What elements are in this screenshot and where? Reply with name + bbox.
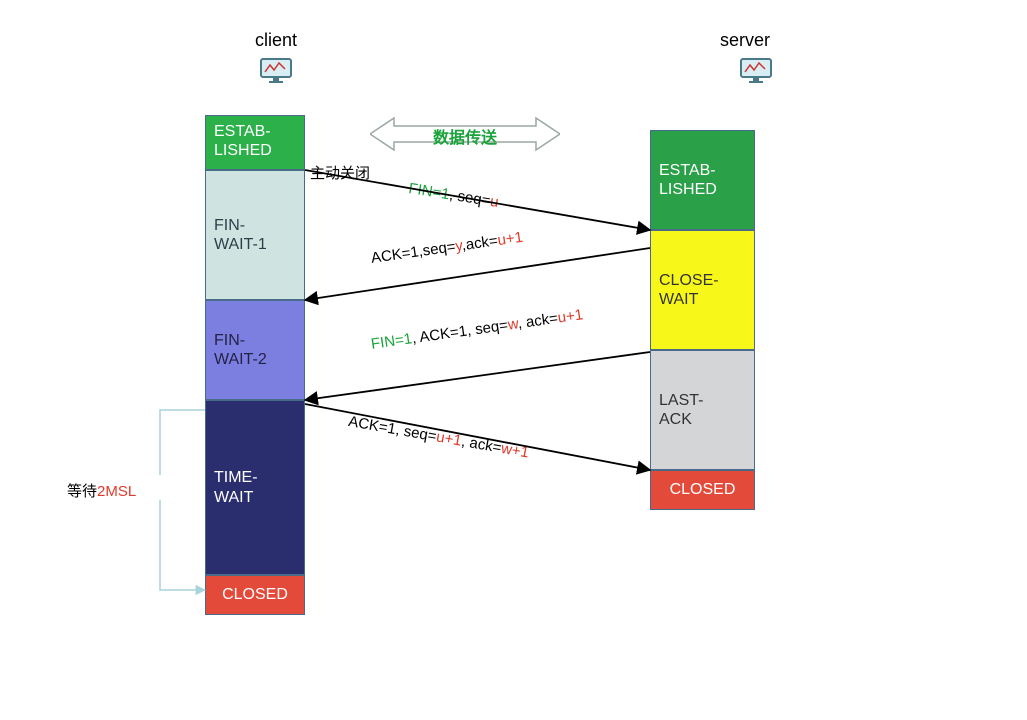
wait-bracket-bottom — [160, 500, 205, 590]
arrow-label-ack1: ACK=1,seq=y,ack=u+1 — [370, 229, 524, 267]
server-state-last-ack: LAST-ACK — [650, 350, 755, 470]
server-label: server — [720, 30, 770, 51]
client-state-fin-wait-1: FIN-WAIT-1 — [205, 170, 305, 300]
wait-bracket-top — [160, 410, 205, 475]
arrow-fin2 — [305, 352, 650, 400]
state-label: FIN-WAIT-1 — [214, 216, 267, 254]
client-state-established: ESTAB-LISHED — [205, 115, 305, 170]
arrows-layer — [0, 0, 1027, 720]
arrow-label-ack2: ACK=1, seq=u+1, ack=w+1 — [347, 413, 530, 462]
wait-prefix: 等待 — [67, 483, 97, 500]
server-state-established: ESTAB-LISHED — [650, 130, 755, 230]
arrow-label-fin1: FIN=1, seq=u — [407, 180, 499, 211]
state-label: TIME-WAIT — [214, 468, 258, 506]
state-label: ESTAB-LISHED — [214, 122, 272, 160]
state-label: LAST-ACK — [659, 391, 703, 429]
diagram-canvas: client server 数据传送 ESTAB-LISHED FIN-WAIT… — [0, 0, 1027, 720]
server-state-close-wait: CLOSE-WAIT — [650, 230, 755, 350]
state-label: CLOSE-WAIT — [659, 271, 719, 309]
client-monitor-icon — [260, 58, 292, 84]
state-label: ESTAB-LISHED — [659, 161, 717, 199]
client-state-closed: CLOSED — [205, 575, 305, 615]
wait-2msl-note: 等待2MSL — [67, 480, 136, 501]
wait-value: 2MSL — [97, 483, 136, 500]
arrow-ack1 — [305, 248, 650, 300]
bidir-arrow-label: 数据传送 — [370, 124, 560, 148]
state-label: CLOSED — [222, 585, 288, 604]
arrow-label-fin2: FIN=1, ACK=1, seq=w, ack=u+1 — [370, 306, 584, 353]
server-monitor-icon — [740, 58, 772, 84]
state-label: CLOSED — [670, 480, 736, 499]
client-state-time-wait: TIME-WAIT — [205, 400, 305, 575]
client-state-fin-wait-2: FIN-WAIT-2 — [205, 300, 305, 400]
state-label: FIN-WAIT-2 — [214, 331, 267, 369]
active-close-note: 主动关闭 — [310, 162, 370, 183]
server-state-closed: CLOSED — [650, 470, 755, 510]
client-label: client — [255, 30, 297, 51]
